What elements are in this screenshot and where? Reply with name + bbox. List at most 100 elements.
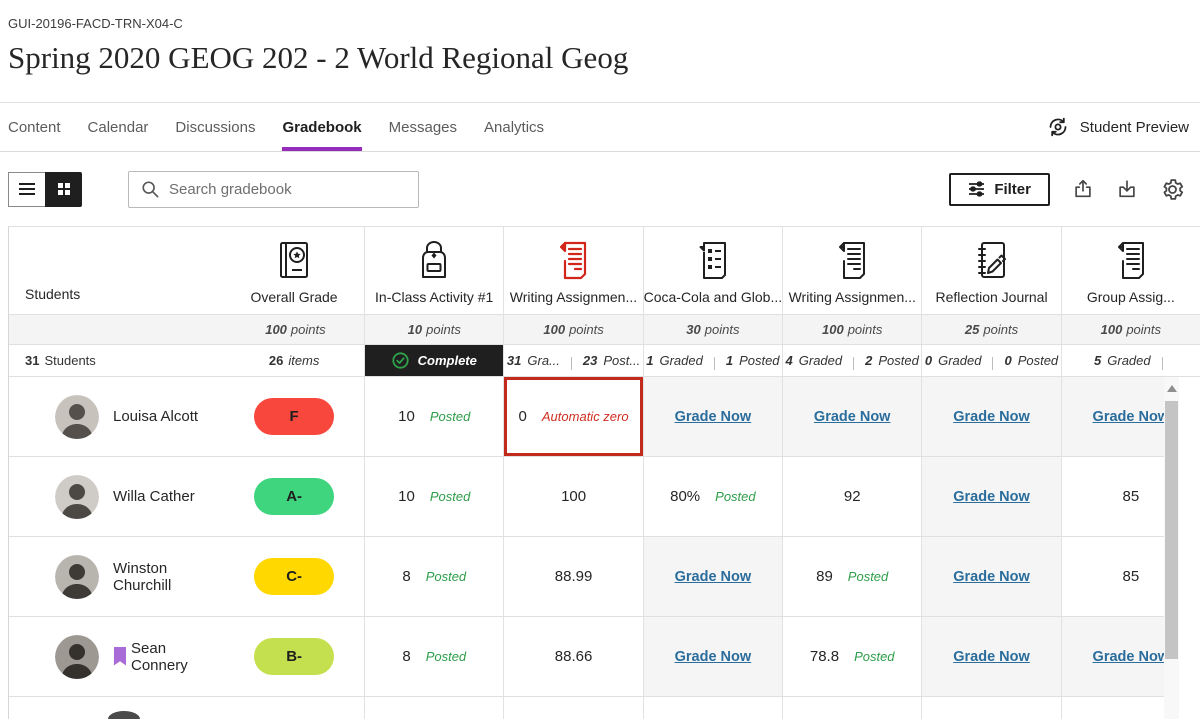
student-name-cell[interactable]: Louisa Alcott xyxy=(9,394,224,439)
grade-now-link[interactable]: Grade Now xyxy=(953,488,1030,505)
document-icon xyxy=(1111,238,1151,282)
grade-cell[interactable]: 8 Posted xyxy=(364,537,503,616)
grade-cell[interactable]: Grade Now xyxy=(642,617,783,696)
course-title: Spring 2020 GEOG 202 - 2 World Regional … xyxy=(8,40,629,75)
scrollbar-thumb[interactable] xyxy=(1165,401,1178,659)
points-cell: 100 points xyxy=(503,315,642,344)
student-name: Willa Cather xyxy=(113,488,195,505)
tab-discussions[interactable]: Discussions xyxy=(175,118,256,136)
grade-cell[interactable]: 88.66 xyxy=(503,617,642,696)
grade-now-link[interactable]: Grade Now xyxy=(674,408,752,425)
grade-cell[interactable]: 100 xyxy=(503,457,642,536)
grade-now-link[interactable]: Grade Now xyxy=(953,648,1030,665)
grade-cell[interactable]: 10 Posted xyxy=(364,457,503,536)
upload-icon[interactable] xyxy=(1072,178,1094,200)
grade-now-link[interactable]: Grade Now xyxy=(1092,408,1170,425)
search-box[interactable] xyxy=(128,170,419,208)
grade-cell[interactable]: 85 xyxy=(1060,537,1200,616)
column-in-class-activity[interactable]: In-Class Activity #1 xyxy=(364,227,503,314)
grade-cell[interactable]: 10 Posted xyxy=(364,377,503,456)
points-overall: 100 points xyxy=(265,322,326,337)
scrollbar-up-arrow-icon[interactable] xyxy=(1166,385,1177,392)
tab-content[interactable]: Content xyxy=(8,118,61,136)
grade-cell[interactable]: Grade Now xyxy=(782,377,922,456)
search-input[interactable] xyxy=(169,180,406,198)
toolbar-actions: Filter xyxy=(949,172,1185,206)
journal-pencil-icon xyxy=(971,238,1013,282)
grade-cell[interactable]: 85 xyxy=(1060,457,1200,536)
grade-cell[interactable]: Grade Now xyxy=(921,377,1061,456)
points-row: 100 points 10 points 100 points 30 points 10… xyxy=(9,315,1200,345)
list-view-button[interactable] xyxy=(8,171,45,207)
grade-now-link[interactable]: Grade Now xyxy=(813,408,891,425)
tab-calendar[interactable]: Calendar xyxy=(87,118,149,136)
backpack-icon xyxy=(413,238,455,282)
grade-cell[interactable]: 89 Posted xyxy=(782,537,921,616)
tab-analytics[interactable]: Analytics xyxy=(484,118,545,136)
avatar xyxy=(55,474,99,519)
column-group-assignment[interactable]: Group Assig... xyxy=(1060,227,1200,314)
grade-cell[interactable]: Grade Now xyxy=(921,537,1061,616)
tab-messages[interactable]: Messages xyxy=(388,118,458,136)
column-label: In-Class Activity #1 xyxy=(375,289,494,305)
gradebook-grid: Students Overall Grade xyxy=(8,226,1200,719)
column-coca-cola-quiz[interactable]: Coca-Cola and Glob... xyxy=(642,227,782,314)
medal-book-icon xyxy=(273,238,315,282)
student-name-cell[interactable]: Willa Cather xyxy=(9,474,224,519)
student-name: Winston Churchill xyxy=(113,559,172,594)
overall-grade-pill[interactable]: A- xyxy=(254,478,335,515)
avatar xyxy=(55,554,99,599)
column-writing-assignment-1[interactable]: Writing Assignmen... xyxy=(503,227,642,314)
vertical-scrollbar[interactable] xyxy=(1164,377,1179,719)
student-name-cell[interactable]: Winston Churchill xyxy=(9,554,224,599)
points-cell: 30 points xyxy=(642,315,782,344)
overall-grade-pill[interactable]: F xyxy=(254,398,335,435)
status-complete-badge[interactable]: Complete xyxy=(364,345,504,376)
download-icon[interactable] xyxy=(1116,178,1138,200)
student-preview-button[interactable]: Student Preview xyxy=(1045,103,1189,151)
column-label: Group Assig... xyxy=(1086,289,1175,305)
grade-now-link[interactable]: Grade Now xyxy=(1092,648,1170,665)
list-view-icon xyxy=(18,182,36,196)
column-overall-grade[interactable]: Overall Grade xyxy=(224,227,364,314)
grade-cell[interactable]: 92 xyxy=(782,457,921,536)
grade-now-link[interactable]: Grade Now xyxy=(674,568,752,585)
status-row: 31 Students 26 items Complete 31 Gra... 23 Po… xyxy=(9,345,1200,377)
column-reflection-journal[interactable]: Reflection Journal xyxy=(921,227,1060,314)
tab-gradebook[interactable]: Gradebook xyxy=(282,103,362,151)
column-label: Reflection Journal xyxy=(935,289,1048,305)
student-name: Sean Connery xyxy=(131,639,188,674)
student-row-partial xyxy=(9,697,1200,719)
gradebook-toolbar: Filter xyxy=(0,152,1200,226)
column-writing-assignment-2[interactable]: Writing Assignmen... xyxy=(782,227,921,314)
grade-now-link[interactable]: Grade Now xyxy=(953,408,1030,425)
grade-cell[interactable]: Grade Now xyxy=(642,377,783,456)
settings-gear-icon[interactable] xyxy=(1160,177,1185,202)
grade-cell[interactable]: Grade Now xyxy=(642,537,783,616)
grid-header-row: Students Overall Grade xyxy=(9,227,1200,315)
points-cell: 100 points xyxy=(1060,315,1200,344)
document-icon xyxy=(832,238,872,282)
student-row: Sean Connery B- 8 Posted 88.66 Grade Now … xyxy=(9,617,1200,697)
grid-right-gutter xyxy=(1164,377,1200,719)
status-graded-posted: 1 Graded 1 Posted xyxy=(642,345,782,376)
grid-view-button[interactable] xyxy=(45,171,82,207)
grade-now-link[interactable]: Grade Now xyxy=(674,648,752,665)
student-name-cell[interactable]: Sean Connery xyxy=(9,634,224,679)
students-count: 31 Students xyxy=(25,353,96,368)
filter-button[interactable]: Filter xyxy=(949,172,1050,206)
points-cell: 25 points xyxy=(921,315,1060,344)
grade-cell-automatic-zero[interactable]: 0 Automatic zero xyxy=(503,377,642,456)
grade-now-link[interactable]: Grade Now xyxy=(953,568,1030,585)
overall-grade-pill[interactable]: B- xyxy=(254,638,335,675)
overall-grade-pill[interactable]: C- xyxy=(254,558,335,595)
column-label: Writing Assignmen... xyxy=(509,289,638,305)
search-icon xyxy=(141,180,159,198)
grade-cell[interactable]: 78.8 Posted xyxy=(782,617,921,696)
grade-cell[interactable]: 88.99 xyxy=(503,537,642,616)
grade-cell[interactable]: 8 Posted xyxy=(364,617,503,696)
grade-cell[interactable]: Grade Now xyxy=(921,617,1061,696)
grade-cell[interactable]: Grade Now xyxy=(921,457,1061,536)
check-circle-icon xyxy=(392,352,409,369)
grade-cell[interactable]: 80% Posted xyxy=(642,457,782,536)
